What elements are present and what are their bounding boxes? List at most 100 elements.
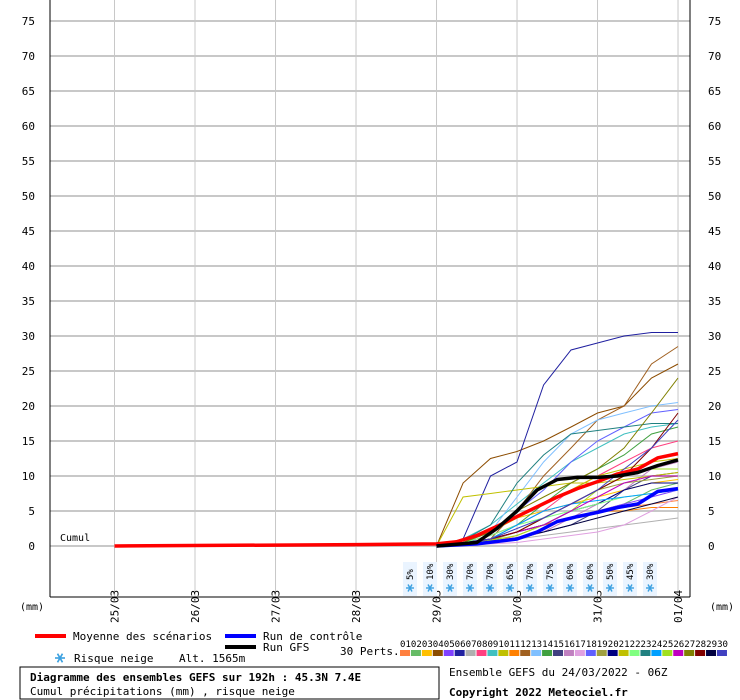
x-axis: 25/03 26/03 27/03 28/03 29/03 30/03 31/03 01/04: [109, 590, 686, 623]
perturbation-line: [436, 363, 679, 547]
snow-risk-row: 5% 10% 30% 70% 70% 65% 70% 75% 60% 60% 50% 45% 30%: [403, 562, 657, 596]
altitude-label: Alt. 1565m: [179, 652, 246, 665]
x-tick-label: 30/03: [511, 590, 524, 623]
snow-risk-value: 70%: [526, 563, 536, 580]
y-tick-label-right: 55: [708, 155, 721, 168]
cumul-label: Cumul: [60, 533, 90, 544]
x-tick-label: 27/03: [270, 590, 283, 623]
pert-swatch: [662, 650, 673, 656]
y-tick-label-left: 45: [22, 225, 35, 238]
y-tick-label-left: 25: [22, 365, 35, 378]
snow-risk-value: 30%: [646, 563, 656, 580]
y-tick-label-left: 30: [22, 330, 35, 343]
y-tick-label-right: 60: [708, 120, 721, 133]
pert-swatch: [695, 650, 706, 656]
snowflake-icon: [546, 584, 554, 592]
snowflake-icon: [466, 584, 474, 592]
pert-swatch: [585, 650, 596, 656]
snowflake-icon: [406, 584, 414, 592]
pert-swatch: [509, 650, 520, 656]
series-line: [114, 451, 679, 548]
footer-subtitle: Cumul précipitations (mm) , risque neige: [30, 685, 295, 698]
y-tick-label-left: 10: [22, 470, 35, 483]
y-tick-label-right: 75: [708, 15, 721, 28]
snow-risk-value: 70%: [486, 563, 496, 580]
pert-swatch: [553, 650, 564, 656]
y-axis-right: 0 5 10 15 20 25 30 35 40 45 50 55 60 65 70 75: [708, 15, 721, 553]
y-tick-label-left: 35: [22, 295, 35, 308]
pert-swatch: [432, 650, 443, 656]
y-tick-label-left: 40: [22, 260, 35, 273]
copyright: Copyright 2022 Meteociel.fr: [449, 686, 628, 699]
snowflake-icon: [626, 584, 634, 592]
x-tick-label: 26/03: [189, 590, 202, 623]
pert-swatch: [498, 650, 509, 656]
pert-swatch: [640, 650, 651, 656]
pert-swatch: [629, 650, 640, 656]
y-tick-label-right: 15: [708, 435, 721, 448]
y-tick-label-left: 15: [22, 435, 35, 448]
snow-risk-value: 65%: [506, 563, 516, 580]
legend-control-label: Run de contrôle: [263, 630, 362, 643]
footer-box: [19, 666, 440, 700]
x-tick-label: 25/03: [109, 590, 122, 623]
unit-right: (mm): [710, 602, 734, 613]
legend-gfs-label: Run GFS: [263, 641, 309, 654]
main-series-lines: [114, 451, 679, 548]
snowflake-icon: [526, 584, 534, 592]
y-tick-label-right: 35: [708, 295, 721, 308]
snowflake-icon: [506, 584, 514, 592]
y-tick-label-right: 40: [708, 260, 721, 273]
perturbation-line: [436, 472, 679, 547]
y-axis-left: 0 5 10 15 20 25 30 35 40 45 50 55 60 65 70 75: [22, 15, 35, 553]
y-tick-label-right: 25: [708, 365, 721, 378]
y-tick-label-left: 0: [28, 540, 35, 553]
snow-risk-value: 30%: [446, 563, 456, 580]
pert-swatch: [520, 650, 531, 656]
perturbation-line: [436, 332, 678, 547]
pert-swatch: [487, 650, 498, 656]
snowflake-icon: [646, 584, 654, 592]
pert-swatch: [684, 650, 695, 656]
snowflake-icon: [486, 584, 494, 592]
pert-swatch: [400, 650, 410, 656]
snowflake-icon: [426, 584, 434, 592]
y-tick-label-right: 10: [708, 470, 721, 483]
perturbation-line: [436, 419, 679, 547]
snow-risk-value: 5%: [406, 569, 416, 580]
y-tick-label-left: 70: [22, 50, 35, 63]
y-tick-label-left: 75: [22, 15, 35, 28]
y-tick-label-right: 5: [708, 505, 715, 518]
pert-swatch: [465, 650, 476, 656]
pert-swatch: [651, 650, 662, 656]
y-tick-label-right: 65: [708, 85, 721, 98]
y-tick-label-left: 55: [22, 155, 35, 168]
perturbation-lines: [436, 332, 679, 547]
snowflake-icon: [55, 653, 65, 663]
pert-swatch: [531, 650, 542, 656]
y-tick-label-right: 30: [708, 330, 721, 343]
snowflake-icon: [586, 584, 594, 592]
perts-label: 30 Perts.: [340, 645, 400, 658]
pert-swatch: [443, 650, 454, 656]
pert-swatch: [563, 650, 574, 656]
pert-swatch: [618, 650, 629, 656]
perturbation-line: [436, 423, 678, 547]
legend-mean-label: Moyenne des scénarios: [73, 630, 212, 643]
snowflake-icon: [446, 584, 454, 592]
y-tick-label-left: 65: [22, 85, 35, 98]
y-tick-label-left: 50: [22, 190, 35, 203]
y-tick-label-right: 20: [708, 400, 721, 413]
snowflake-icon: [566, 584, 574, 592]
pert-swatch: [607, 650, 618, 656]
y-tick-label-right: 45: [708, 225, 721, 238]
pert-swatch: [542, 650, 553, 656]
footer-title: Diagramme des ensembles GEFS sur 192h : …: [30, 671, 361, 684]
snowflake-icon: [606, 584, 614, 592]
pert-numbers: 0102030405060708091011121314151617181920…: [400, 640, 728, 650]
snow-risk-value: 10%: [426, 563, 436, 580]
y-tick-label-left: 5: [28, 505, 35, 518]
run-info: Ensemble GEFS du 24/03/2022 - 06Z: [449, 666, 668, 679]
snow-risk-value: 70%: [466, 563, 476, 580]
